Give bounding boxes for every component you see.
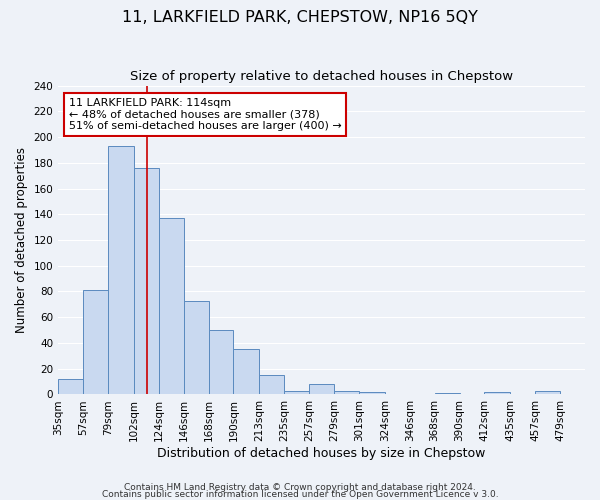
Bar <box>58 379 83 394</box>
Text: Contains public sector information licensed under the Open Government Licence v : Contains public sector information licen… <box>101 490 499 499</box>
Bar <box>309 384 334 394</box>
Text: 11 LARKFIELD PARK: 114sqm
← 48% of detached houses are smaller (378)
51% of semi: 11 LARKFIELD PARK: 114sqm ← 48% of detac… <box>69 98 341 131</box>
Text: 11, LARKFIELD PARK, CHEPSTOW, NP16 5QY: 11, LARKFIELD PARK, CHEPSTOW, NP16 5QY <box>122 10 478 25</box>
Bar <box>233 350 259 395</box>
Bar <box>259 375 284 394</box>
Bar <box>334 390 359 394</box>
Bar <box>284 390 309 394</box>
Bar <box>484 392 511 394</box>
Bar <box>159 218 184 394</box>
Bar <box>108 146 134 394</box>
Bar <box>535 390 560 394</box>
Text: Contains HM Land Registry data © Crown copyright and database right 2024.: Contains HM Land Registry data © Crown c… <box>124 484 476 492</box>
Bar <box>434 393 460 394</box>
Bar <box>359 392 385 394</box>
Bar <box>134 168 159 394</box>
Title: Size of property relative to detached houses in Chepstow: Size of property relative to detached ho… <box>130 70 513 83</box>
Bar <box>83 290 108 395</box>
Bar <box>184 300 209 394</box>
Bar <box>209 330 233 394</box>
X-axis label: Distribution of detached houses by size in Chepstow: Distribution of detached houses by size … <box>157 447 486 460</box>
Y-axis label: Number of detached properties: Number of detached properties <box>15 147 28 333</box>
